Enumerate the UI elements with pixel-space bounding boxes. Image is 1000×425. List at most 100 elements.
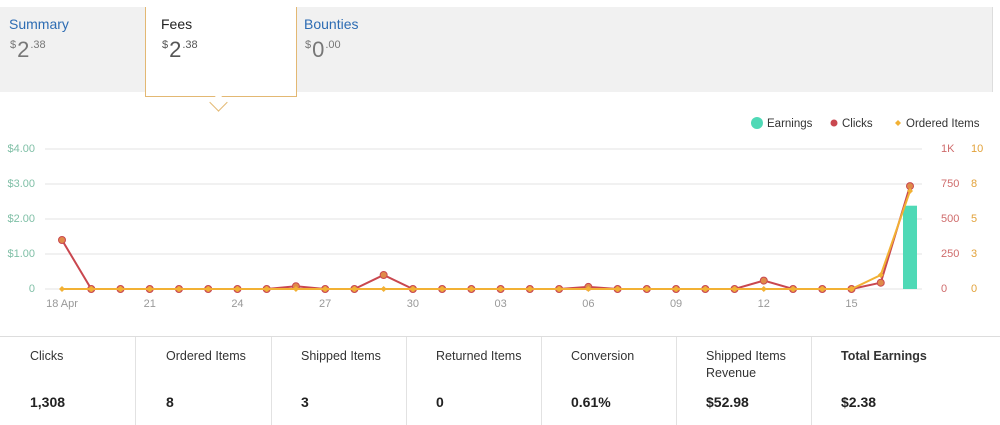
amount-whole: 2: [17, 37, 30, 62]
point: [790, 286, 797, 292]
y-tick-label: $4.00: [7, 143, 35, 155]
chart: 0$1.00$2.00$3.00$4.0002505007501K0358101…: [7, 117, 983, 310]
point: [673, 286, 680, 292]
legend-label: Earnings: [767, 118, 813, 130]
point: [497, 286, 504, 292]
tab-amount: $2.38: [162, 37, 198, 63]
x-tick-label: 09: [670, 298, 682, 310]
metric: Clicks 1,308: [0, 337, 136, 425]
metric-label: Total Earnings: [841, 349, 927, 363]
metric: Shipped Items 3: [271, 337, 407, 425]
point: [643, 286, 650, 292]
currency: $: [162, 39, 169, 51]
tab-amount: $2.38: [10, 37, 46, 63]
x-tick-label: 03: [494, 298, 506, 310]
metric-value: $52.98: [706, 394, 749, 410]
y-tick-label: $2.00: [7, 213, 35, 225]
y3-tick-label: 8: [971, 178, 977, 190]
metric-value: 3: [301, 394, 309, 410]
x-tick-label: 27: [319, 298, 331, 310]
point: [379, 271, 388, 279]
point: [175, 286, 182, 292]
point: [468, 286, 475, 292]
point: [263, 286, 270, 292]
point: [439, 286, 446, 292]
y3-tick-label: 5: [971, 213, 977, 225]
bar: [903, 205, 917, 289]
metric-value: 1,308: [30, 394, 66, 410]
tab[interactable]: Fees $2.38: [145, 7, 297, 97]
point: [585, 286, 592, 292]
tab[interactable]: Summary $2.38: [0, 7, 150, 92]
y-tick-label: 0: [29, 283, 35, 295]
metric-value: $2.38: [841, 394, 877, 410]
point: [907, 188, 913, 194]
amount-whole: 0: [312, 37, 325, 62]
point: [351, 286, 358, 292]
currency: $: [10, 39, 17, 51]
amount-whole: 2: [169, 37, 182, 62]
point: [760, 286, 767, 292]
y3-tick-label: 3: [971, 248, 977, 260]
point: [292, 286, 299, 292]
point: [322, 286, 329, 292]
legend-label: Clicks: [842, 118, 873, 130]
x-tick-label: 30: [407, 298, 419, 310]
y2-tick-label: 1K: [941, 143, 955, 155]
tab-label: Summary: [9, 16, 69, 32]
metric-label: Shipped Items Revenue: [706, 349, 786, 380]
y2-tick-label: 500: [941, 213, 959, 225]
metric-label: Ordered Items: [166, 349, 246, 363]
metric: Total Earnings $2.38: [811, 337, 1000, 425]
x-tick-label: 21: [144, 298, 156, 310]
tab-label: Bounties: [304, 16, 359, 32]
point: [234, 286, 241, 292]
metric-label: Clicks: [30, 349, 64, 363]
point: [117, 286, 124, 292]
y-tick-label: $1.00: [7, 248, 35, 260]
metric-value: 0.61%: [571, 394, 611, 410]
point: [876, 278, 885, 287]
point: [702, 286, 709, 292]
line: [61, 185, 911, 290]
y2-tick-label: 250: [941, 248, 959, 260]
point: [205, 286, 212, 292]
point: [848, 286, 855, 292]
point: [59, 286, 65, 292]
tab-amount: $0.00: [305, 37, 341, 63]
metric-label: Returned Items: [436, 349, 522, 363]
metric: Returned Items 0: [406, 337, 542, 425]
point: [731, 286, 738, 292]
point: [556, 286, 563, 292]
legend-swatch: [895, 120, 901, 126]
metric-value: 8: [166, 394, 174, 410]
amount-cents: .38: [182, 39, 198, 51]
x-tick-label: 15: [845, 298, 857, 310]
point: [759, 276, 768, 285]
line: [62, 190, 911, 290]
x-tick-label: 18 Apr: [46, 298, 78, 310]
legend-swatch: [830, 119, 838, 127]
metric-label: Conversion: [571, 349, 635, 363]
y2-tick-label: 0: [941, 283, 947, 295]
legend-swatch: [751, 117, 763, 129]
point: [526, 286, 533, 292]
x-tick-label: 24: [231, 298, 243, 310]
metrics-row: Clicks 1,308 Ordered Items 8 Shipped Items 3 R…: [0, 336, 1000, 425]
point: [58, 236, 66, 244]
amount-cents: .00: [325, 39, 341, 51]
x-tick-label: 06: [582, 298, 594, 310]
point: [819, 286, 826, 292]
metric-label: Shipped Items: [301, 349, 381, 363]
metric-value: 0: [436, 394, 444, 410]
tab[interactable]: Bounties $0.00: [295, 7, 445, 92]
x-tick-label: 12: [758, 298, 770, 310]
y3-tick-label: 10: [971, 143, 983, 155]
point: [88, 286, 95, 292]
currency: $: [305, 39, 312, 51]
tab-label: Fees: [161, 16, 193, 32]
tab-bar: Summary $2.38 Fees $2.38 Bounties $0.00: [0, 7, 993, 97]
y2-tick-label: 750: [941, 178, 959, 190]
legend-label: Ordered Items: [906, 118, 980, 130]
